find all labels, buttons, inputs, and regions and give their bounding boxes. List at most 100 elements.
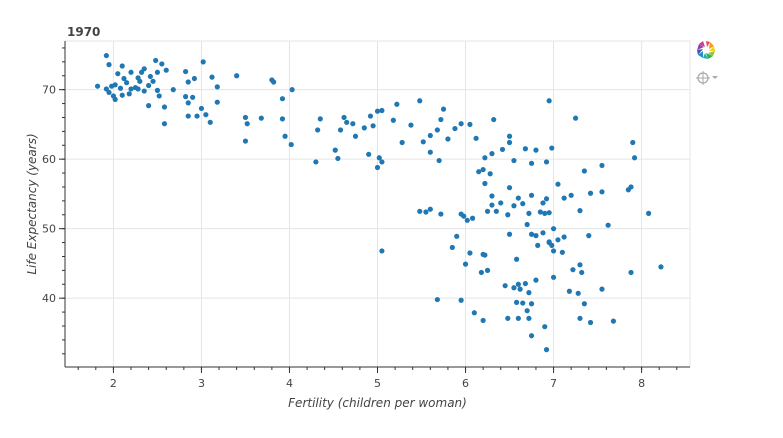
x-tick-label: 4: [286, 377, 293, 390]
scatter-point: [137, 78, 143, 84]
scatter-point: [214, 84, 220, 90]
scatter-point: [454, 233, 460, 239]
scatter-point: [506, 231, 513, 237]
bokeh-logo-icon[interactable]: [692, 38, 720, 64]
scatter-point: [586, 233, 592, 239]
scatter-point: [549, 145, 555, 151]
scatter-point: [379, 248, 385, 254]
scatter-point: [467, 250, 473, 256]
scatter-point: [434, 127, 440, 133]
scatter-point: [489, 202, 495, 208]
scatter-point: [438, 211, 444, 217]
scatter-point: [159, 61, 165, 67]
scatter-point: [420, 139, 426, 145]
scatter-point: [427, 206, 433, 212]
x-tick-label: 5: [374, 377, 381, 390]
scatter-point: [399, 139, 405, 146]
y-tick-label: 50: [42, 223, 56, 236]
scatter-point: [128, 86, 134, 92]
scatter-point: [141, 66, 147, 72]
scatter-point: [555, 237, 561, 243]
scatter-point: [480, 166, 486, 173]
scatter-point: [533, 277, 539, 283]
scatter-point: [577, 315, 583, 321]
scatter-point: [440, 106, 447, 112]
scatter-point: [526, 210, 532, 216]
scatter-point: [610, 318, 617, 324]
scatter-point: [313, 159, 319, 165]
scatter-point: [128, 69, 134, 75]
grid: [65, 41, 690, 367]
scatter-point: [335, 155, 341, 162]
scatter-point: [282, 133, 288, 139]
scatter-point: [550, 274, 557, 280]
scatter-point: [540, 200, 546, 206]
scatter-point: [427, 132, 433, 139]
scatter-point: [646, 210, 652, 216]
scatter-point: [361, 125, 367, 131]
scatter-point: [570, 267, 576, 273]
scatter-point: [575, 290, 581, 296]
y-axis: 40 50 60 70: [42, 41, 66, 367]
scatter-point: [522, 146, 528, 152]
scatter-point: [537, 209, 543, 215]
scatter-point: [482, 155, 488, 161]
scatter-point: [427, 149, 433, 155]
scatter-point: [543, 196, 550, 202]
scatter-point: [502, 283, 508, 289]
scatter-point: [526, 290, 532, 296]
scatter-point: [515, 281, 521, 287]
y-tick-label: 60: [42, 153, 56, 166]
scatter-point: [337, 127, 344, 133]
scatter-point: [279, 96, 286, 102]
scatter-point: [526, 315, 532, 321]
scatter-point: [242, 114, 249, 121]
scatter-point: [117, 85, 124, 91]
scatter-point: [499, 146, 506, 153]
y-tick-label: 70: [42, 84, 56, 97]
chart-title: 1970: [67, 25, 100, 39]
scatter-point: [394, 101, 400, 107]
scatter-point: [511, 157, 517, 164]
x-tick-label: 7: [550, 377, 557, 390]
scatter-point: [599, 189, 605, 195]
scatter-point: [374, 164, 381, 171]
scatter-point: [103, 52, 109, 59]
scatter-point: [434, 296, 440, 303]
scatter-point: [515, 315, 521, 321]
scatter-point: [214, 99, 220, 105]
scatter-point: [315, 127, 321, 133]
scatter-point: [150, 78, 156, 84]
scatter-point: [182, 68, 189, 75]
crosshair-icon[interactable]: [692, 66, 720, 92]
scatter-point: [535, 242, 541, 248]
scatter-point: [505, 212, 511, 218]
scatter-point: [484, 267, 491, 273]
scatter-point: [417, 208, 423, 214]
scatter-point: [579, 269, 585, 276]
scatter-point: [577, 262, 583, 268]
scatter-point: [513, 256, 520, 262]
scatter-point: [524, 221, 530, 228]
scatter-point: [109, 83, 115, 89]
scatter-point: [478, 269, 484, 276]
scatter-point: [487, 171, 493, 177]
scatter-point: [126, 91, 132, 97]
x-axis-title: Fertility (children per woman): [288, 396, 467, 410]
scatter-point: [119, 63, 125, 69]
scatter-point: [489, 151, 495, 157]
scatter-point: [190, 94, 196, 100]
scatter-point: [423, 209, 429, 215]
scatter-point: [156, 93, 162, 99]
scatter-point: [506, 133, 513, 139]
y-tick-label: 40: [42, 292, 56, 305]
scatter-point: [344, 119, 350, 125]
scatter-point: [605, 222, 611, 228]
scatter-point: [568, 192, 574, 198]
scatter-point: [119, 92, 125, 98]
scatter-point: [379, 159, 385, 165]
scatter-point: [476, 169, 482, 175]
scatter-point: [561, 234, 567, 240]
scatter-point: [528, 192, 535, 198]
